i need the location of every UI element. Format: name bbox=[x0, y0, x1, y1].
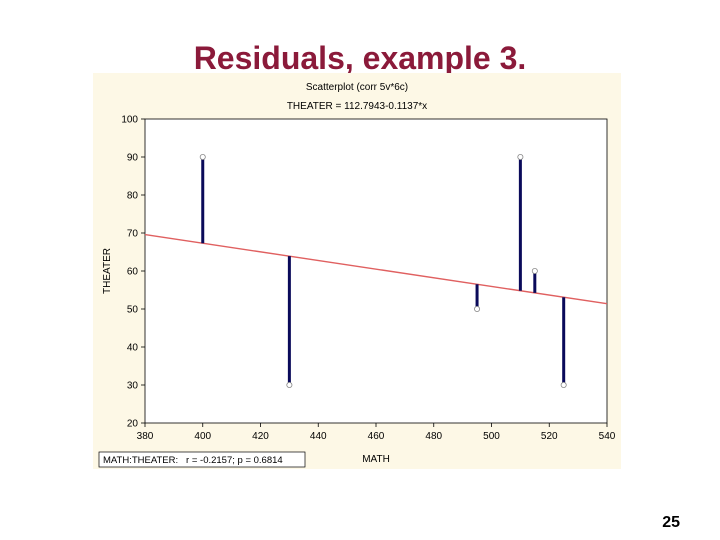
data-point bbox=[199, 154, 206, 161]
y-axis-label: THEATER bbox=[102, 248, 113, 294]
y-tick-label: 60 bbox=[127, 267, 139, 278]
y-tick-label: 70 bbox=[127, 229, 139, 240]
x-tick-label: 380 bbox=[137, 431, 154, 442]
x-tick-label: 400 bbox=[194, 431, 211, 442]
regression-line bbox=[144, 233, 608, 305]
y-tick-label: 40 bbox=[127, 343, 139, 354]
data-point bbox=[517, 154, 524, 161]
chart-marks bbox=[144, 154, 608, 388]
x-axis-label: MATH bbox=[362, 454, 390, 465]
x-axis-ticks: 380 400 420 440 460 480 500 520 540 bbox=[137, 423, 616, 442]
y-tick-label: 80 bbox=[127, 191, 139, 202]
chart-title: Scatterplot (corr 5v*6c) bbox=[306, 82, 408, 93]
x-tick-label: 440 bbox=[310, 431, 327, 442]
x-tick-label: 520 bbox=[541, 431, 558, 442]
x-tick-label: 420 bbox=[252, 431, 269, 442]
plot-area bbox=[144, 118, 608, 424]
y-tick-label: 100 bbox=[121, 115, 138, 126]
y-axis-ticks: 20 30 40 50 60 70 80 90 100 bbox=[121, 115, 145, 430]
y-tick-label: 20 bbox=[127, 419, 139, 430]
x-tick-label: 480 bbox=[425, 431, 442, 442]
correlation-annotation: MATH:THEATER: r = -0.2157; p = 0.6814 bbox=[103, 455, 283, 466]
x-tick-label: 540 bbox=[599, 431, 616, 442]
y-tick-label: 90 bbox=[127, 153, 139, 164]
data-point bbox=[560, 381, 567, 388]
scatterplot: Scatterplot (corr 5v*6c) THEATER = 112.7… bbox=[98, 82, 616, 468]
slide-title: Residuals, example 3. bbox=[193, 40, 527, 76]
data-point bbox=[474, 305, 481, 312]
x-tick-label: 460 bbox=[368, 431, 385, 442]
y-tick-label: 30 bbox=[127, 381, 139, 392]
annotation-box bbox=[98, 451, 306, 468]
data-point bbox=[286, 381, 293, 388]
chart-panel: Scatterplot (corr 5v*6c) THEATER = 112.7… bbox=[93, 73, 621, 469]
x-tick-label: 500 bbox=[483, 431, 500, 442]
page-number: 25 bbox=[662, 514, 680, 531]
data-point bbox=[531, 267, 538, 274]
y-tick-label: 50 bbox=[127, 305, 139, 316]
chart-subtitle: THEATER = 112.7943-0.1137*x bbox=[287, 101, 427, 112]
